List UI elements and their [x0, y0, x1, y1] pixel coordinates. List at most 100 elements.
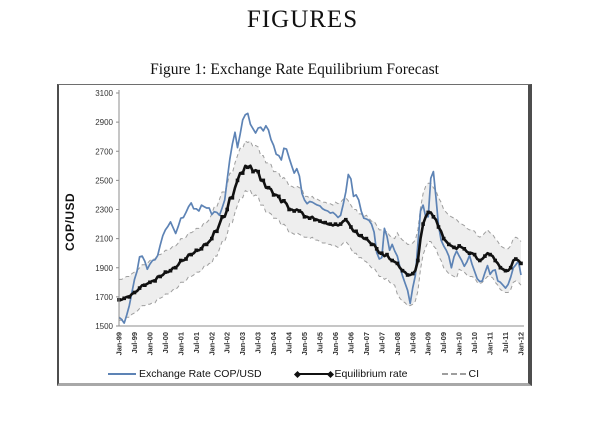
equilibrium-marker	[132, 290, 137, 295]
x-tick-label: Jan-10	[455, 332, 464, 355]
equilibrium-marker	[122, 296, 126, 301]
page-title: FIGURES	[246, 6, 359, 33]
equilibrium-marker	[235, 178, 240, 183]
y-tick-label: 3100	[95, 89, 113, 98]
line-swatch-icon	[107, 373, 136, 375]
x-tick-label: Jul-06	[346, 332, 355, 353]
x-tick-label: Jan-06	[331, 332, 340, 355]
x-tick-label: Jul-00	[161, 332, 170, 353]
equilibrium-marker	[441, 236, 446, 241]
equilibrium-marker	[179, 258, 183, 263]
chart-legend: Exchange Rate COP/USD Equilibrium rate C…	[59, 368, 528, 380]
equilibrium-marker	[452, 245, 456, 250]
equilibrium-marker	[395, 261, 400, 266]
x-tick-label: Jul-09	[439, 332, 448, 353]
equilibrium-marker	[271, 193, 276, 197]
equilibrium-marker	[493, 258, 497, 263]
x-tick-label: Jan-11	[486, 332, 495, 355]
legend-label-ci: CI	[468, 368, 480, 380]
x-tick-label: Jan-07	[362, 332, 371, 355]
equilibrium-marker	[457, 244, 461, 248]
equilibrium-marker	[405, 273, 410, 277]
equilibrium-marker	[163, 270, 168, 274]
y-tick-label: 2500	[95, 176, 113, 185]
x-tick-label: Jan-05	[300, 332, 309, 355]
figure-1-chart: COP/USD 1500 1700 1900 2100 2300 2500 2700 2900…	[57, 84, 532, 386]
equilibrium-marker	[328, 222, 333, 226]
legend-item-exchange-rate: Exchange Rate COP/USD	[107, 368, 262, 380]
equilibrium-marker	[251, 169, 255, 174]
equilibrium-marker	[210, 236, 214, 241]
equilibrium-marker	[313, 217, 317, 222]
equilibrium-marker	[153, 279, 157, 283]
equilibrium-marker	[292, 209, 296, 213]
x-tick-label: Jan-09	[424, 332, 433, 355]
equilibrium-marker	[421, 222, 425, 226]
x-tick-label: Jul-07	[377, 332, 386, 353]
x-tick-label: Jan-00	[145, 332, 154, 355]
equilibrium-marker	[390, 258, 394, 263]
equilibrium-marker	[467, 251, 472, 255]
equilibrium-marker	[302, 215, 307, 219]
equilibrium-marker	[462, 247, 467, 251]
ci-lower-line	[119, 189, 522, 321]
chart-plot-area: 1500 1700 1900 2100 2300 2500 2700 2900 3100 Jan-…	[95, 89, 525, 355]
figure-caption: Figure 1: Exchange Rate Equilibrium Fore…	[150, 61, 439, 78]
equilibrium-marker	[400, 268, 405, 273]
equilibrium-marker	[426, 210, 430, 215]
equilibrium-marker	[385, 252, 389, 257]
equilibrium-marker	[194, 248, 199, 253]
equilibrium-marker	[137, 286, 142, 290]
equilibrium-marker	[143, 283, 147, 287]
y-tick-label: 2700	[95, 147, 113, 156]
equilibrium-marker	[287, 207, 291, 212]
marker-line-swatch-icon	[293, 370, 334, 378]
dashed-swatch-icon	[441, 373, 466, 375]
equilibrium-marker	[359, 233, 363, 238]
x-tick-label: Jan-03	[238, 332, 247, 355]
equilibrium-marker	[508, 265, 513, 270]
equilibrium-marker	[344, 217, 348, 222]
equilibrium-marker	[256, 169, 260, 174]
legend-item-equilibrium: Equilibrium rate	[293, 368, 408, 380]
x-tick-label: Jul-11	[501, 332, 510, 353]
equilibrium-marker	[297, 209, 302, 213]
equilibrium-marker	[416, 258, 420, 263]
legend-label-equilibrium: Equilibrium rate	[334, 368, 408, 380]
x-tick-label: Jul-05	[316, 332, 325, 353]
equilibrium-marker	[488, 252, 492, 257]
x-tick-label: Jan-08	[393, 332, 402, 355]
equilibrium-marker	[215, 229, 219, 234]
equilibrium-marker	[472, 252, 477, 257]
y-tick-label: 2100	[95, 235, 113, 244]
y-tick-label: 2900	[95, 118, 113, 127]
equilibrium-marker	[220, 215, 224, 219]
y-tick-label: 1500	[95, 322, 113, 331]
equilibrium-marker	[189, 252, 193, 257]
x-tick-label: Jul-04	[285, 331, 294, 353]
equilibrium-marker	[323, 220, 327, 225]
equilibrium-marker	[282, 199, 286, 203]
y-tick-label: 2300	[95, 206, 113, 215]
equilibrium-marker	[246, 165, 250, 170]
equilibrium-marker	[168, 268, 173, 273]
equilibrium-marker	[318, 219, 322, 223]
equilibrium-marker	[307, 216, 312, 220]
equilibrium-marker	[173, 265, 178, 270]
equilibrium-marker	[199, 247, 204, 251]
x-tick-label: Jan-02	[207, 332, 216, 355]
legend-label-exchange-rate: Exchange Rate COP/USD	[138, 368, 262, 380]
equilibrium-marker	[204, 242, 209, 247]
equilibrium-marker	[277, 194, 281, 199]
equilibrium-marker	[349, 225, 353, 229]
equilibrium-marker	[261, 178, 266, 183]
equilibrium-marker	[380, 251, 384, 255]
x-tick-label: Jul-99	[130, 332, 139, 353]
equilibrium-marker	[498, 265, 503, 270]
equilibrium-marker	[436, 225, 441, 229]
equilibrium-marker	[266, 185, 271, 190]
equilibrium-marker	[369, 242, 374, 247]
equilibrium-marker	[374, 247, 379, 251]
equilibrium-marker	[503, 268, 508, 273]
equilibrium-marker	[225, 207, 229, 212]
